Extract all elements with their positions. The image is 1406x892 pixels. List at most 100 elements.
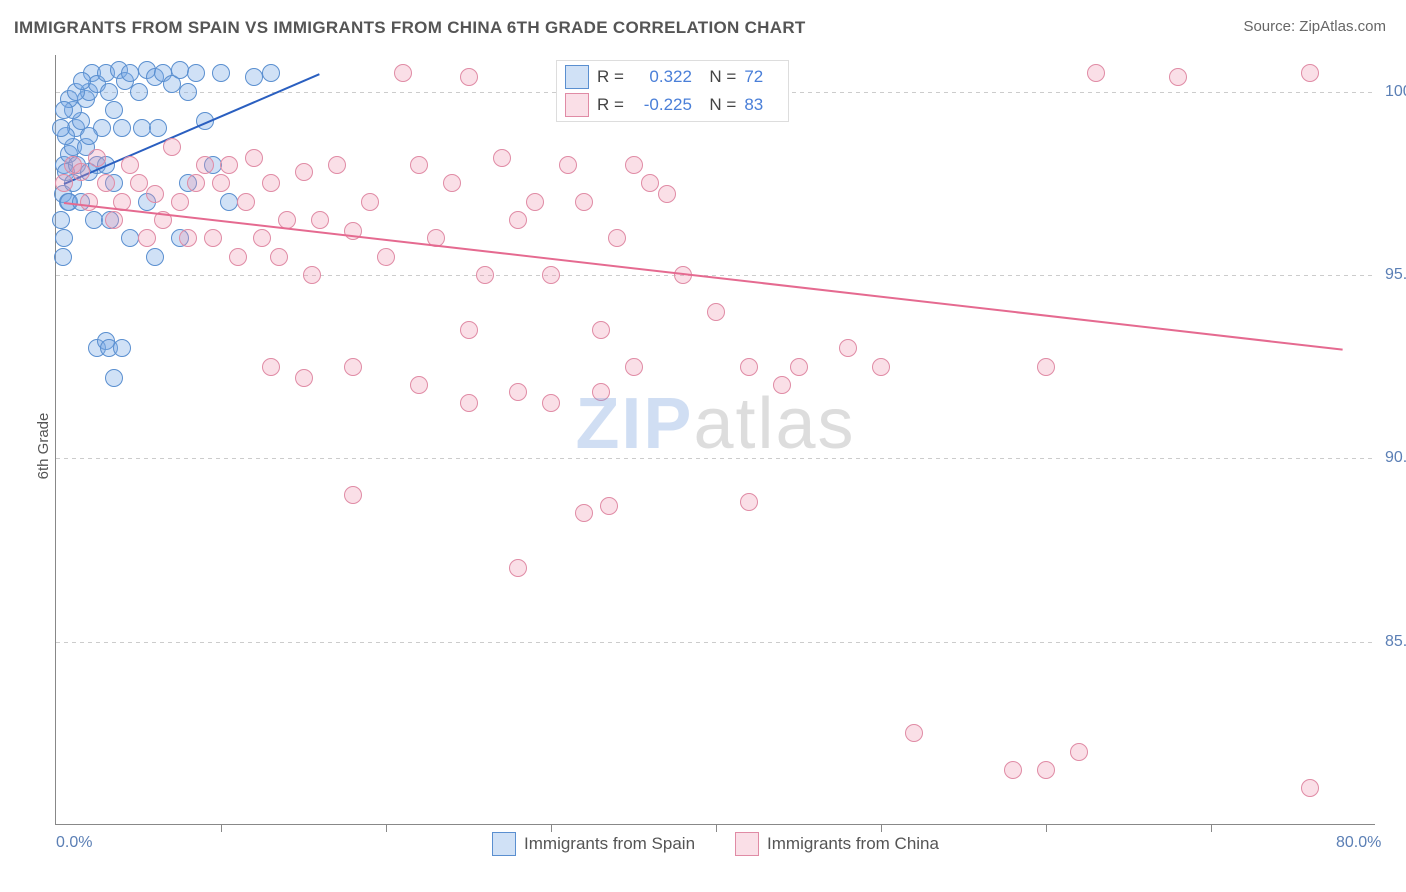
legend-n-value: 83	[744, 95, 774, 115]
legend-swatch	[492, 832, 516, 856]
data-point	[229, 248, 247, 266]
data-point	[196, 156, 214, 174]
data-point	[559, 156, 577, 174]
data-point	[220, 156, 238, 174]
y-tick-label: 90.0%	[1385, 449, 1406, 467]
data-point	[121, 64, 139, 82]
x-tick	[1211, 824, 1212, 832]
data-point	[101, 211, 119, 229]
data-point	[344, 222, 362, 240]
plot-area: 85.0%90.0%95.0%100.0%0.0%80.0% ZIPatlas …	[55, 55, 1375, 825]
data-point	[146, 248, 164, 266]
data-point	[67, 119, 85, 137]
data-point	[113, 339, 131, 357]
data-point	[509, 211, 527, 229]
y-tick-label: 85.0%	[1385, 633, 1406, 651]
data-point	[54, 185, 72, 203]
data-point	[100, 339, 118, 357]
data-point	[1087, 64, 1105, 82]
legend-n-label: N =	[700, 67, 736, 87]
data-point	[138, 193, 156, 211]
data-point	[72, 193, 90, 211]
data-point	[163, 138, 181, 156]
data-point	[146, 185, 164, 203]
data-point	[80, 163, 98, 181]
data-point	[1169, 68, 1187, 86]
data-point	[105, 101, 123, 119]
legend-item: Immigrants from Spain	[492, 832, 695, 856]
data-point	[641, 174, 659, 192]
data-point	[1037, 761, 1055, 779]
legend-swatch	[735, 832, 759, 856]
data-point	[575, 504, 593, 522]
data-point	[105, 369, 123, 387]
gridline-h	[56, 458, 1375, 459]
data-point	[121, 156, 139, 174]
data-point	[493, 149, 511, 167]
data-point	[85, 211, 103, 229]
x-tick	[551, 824, 552, 832]
data-point	[130, 174, 148, 192]
data-point	[77, 90, 95, 108]
data-point	[212, 174, 230, 192]
watermark: ZIPatlas	[575, 383, 855, 465]
data-point	[839, 339, 857, 357]
data-point	[344, 358, 362, 376]
legend-r-value: -0.225	[632, 95, 692, 115]
legend-stats-row: R = -0.225 N = 83	[565, 93, 774, 117]
x-tick	[386, 824, 387, 832]
x-tick	[716, 824, 717, 832]
data-point	[187, 174, 205, 192]
data-point	[600, 497, 618, 515]
data-point	[57, 163, 75, 181]
data-point	[179, 174, 197, 192]
data-point	[88, 149, 106, 167]
data-point	[625, 156, 643, 174]
gridline-h	[56, 275, 1375, 276]
data-point	[121, 229, 139, 247]
data-point	[110, 61, 128, 79]
data-point	[154, 64, 172, 82]
data-point	[658, 185, 676, 203]
data-point	[146, 68, 164, 86]
data-point	[204, 156, 222, 174]
data-point	[80, 193, 98, 211]
data-point	[77, 138, 95, 156]
data-point	[1004, 761, 1022, 779]
data-point	[245, 149, 263, 167]
data-point	[105, 211, 123, 229]
legend-swatch	[565, 65, 589, 89]
data-point	[542, 394, 560, 412]
data-point	[64, 138, 82, 156]
legend-label: Immigrants from China	[767, 834, 939, 854]
legend-r-value: 0.322	[632, 67, 692, 87]
gridline-h	[56, 642, 1375, 643]
data-point	[253, 229, 271, 247]
data-point	[295, 369, 313, 387]
data-point	[73, 72, 91, 90]
legend-stats: R = 0.322 N = 72R = -0.225 N = 83	[556, 60, 789, 122]
data-point	[790, 358, 808, 376]
data-point	[262, 358, 280, 376]
data-point	[72, 163, 90, 181]
data-point	[377, 248, 395, 266]
data-point	[138, 61, 156, 79]
data-point	[237, 193, 255, 211]
data-point	[57, 127, 75, 145]
data-point	[113, 119, 131, 137]
y-tick-label: 100.0%	[1385, 83, 1406, 101]
data-point	[526, 193, 544, 211]
data-point	[773, 376, 791, 394]
data-point	[72, 112, 90, 130]
data-point	[608, 229, 626, 247]
data-point	[311, 211, 329, 229]
data-point	[740, 493, 758, 511]
legend-n-value: 72	[744, 67, 774, 87]
data-point	[262, 64, 280, 82]
data-point	[83, 64, 101, 82]
data-point	[625, 358, 643, 376]
data-point	[133, 119, 151, 137]
data-point	[592, 321, 610, 339]
data-point	[270, 248, 288, 266]
data-point	[55, 174, 73, 192]
